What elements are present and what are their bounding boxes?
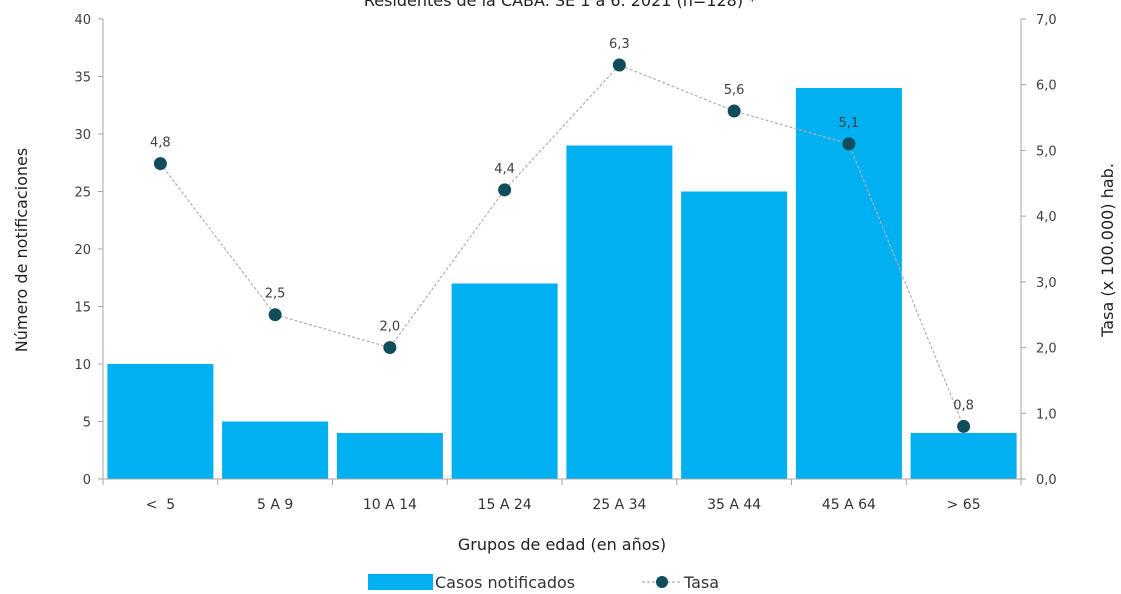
rate-data-label: 0,8 <box>953 398 974 413</box>
bar <box>451 283 558 479</box>
rate-point <box>268 308 282 322</box>
rate-point <box>842 137 856 151</box>
bar <box>795 88 902 479</box>
y-tick-label: 5 <box>83 416 91 431</box>
y-tick-label: 0 <box>83 473 91 488</box>
rate-data-label: 5,6 <box>724 83 745 98</box>
x-tick-label: 15 A 24 <box>478 497 532 513</box>
rate-data-label: 2,5 <box>265 287 286 302</box>
y-tick-label: 10 <box>74 358 91 373</box>
left-axis-ticks: 0 5 10 15 20 25 30 35 40 <box>74 13 103 488</box>
legend-swatch-casos <box>368 574 433 590</box>
x-tick-label: 5 A 9 <box>257 497 293 513</box>
rate-point <box>612 58 626 72</box>
bar-series <box>107 88 1017 479</box>
bar <box>681 191 788 479</box>
rate-point <box>383 341 397 355</box>
bar <box>910 433 1017 479</box>
rate-data-label: 6,3 <box>609 37 630 52</box>
right-axis-ticks: 0,0 1,0 2,0 3,0 4,0 5,0 6,0 7,0 <box>1021 13 1057 488</box>
category-labels: < 5 5 A 9 10 A 14 15 A 24 25 A 34 35 A 44 45 A… <box>146 497 981 513</box>
y-tick-label: 35 <box>74 71 91 86</box>
y2-tick-label: 0,0 <box>1036 473 1057 488</box>
bar <box>107 364 214 479</box>
rate-point <box>727 104 741 118</box>
y-tick-label: 30 <box>74 128 91 143</box>
bar <box>222 421 329 479</box>
y2-tick-label: 1,0 <box>1036 407 1057 422</box>
y-tick-label: 20 <box>74 243 91 258</box>
x-tick-label: 25 A 34 <box>592 497 646 513</box>
rate-line <box>159 64 965 427</box>
y2-axis-title: Tasa (x 100.000) hab. <box>1098 163 1117 338</box>
chart-title: Residentes de la CABA. SE 1 a 6. 2021 (n… <box>364 0 756 10</box>
axes <box>102 19 1022 485</box>
y2-tick-label: 2,0 <box>1036 342 1057 357</box>
x-tick-label: < 5 <box>146 497 176 513</box>
y2-tick-label: 7,0 <box>1036 13 1057 28</box>
bar <box>336 433 443 479</box>
y-axis-title: Número de notificaciones <box>12 148 31 352</box>
rate-data-label: 4,8 <box>150 136 171 151</box>
rate-data-label: 4,4 <box>494 162 515 177</box>
rate-data-label: 5,1 <box>839 116 860 131</box>
x-tick-label: 35 A 44 <box>707 497 761 513</box>
legend-label-tasa: Tasa <box>683 573 719 592</box>
y2-tick-label: 3,0 <box>1036 276 1057 291</box>
legend: Casos notificados Tasa <box>368 573 719 592</box>
y-tick-label: 15 <box>74 301 91 316</box>
x-axis-title: Grupos de edad (en años) <box>458 535 666 554</box>
x-tick-label: 45 A 64 <box>822 497 876 513</box>
legend-marker-tasa <box>656 576 668 588</box>
x-tick-label: 10 A 14 <box>363 497 417 513</box>
rate-point <box>153 157 167 171</box>
rate-line-series: 4,8 2,5 2,0 4,4 6,3 5,6 5,1 0,8 <box>150 37 974 433</box>
rate-point <box>957 419 971 433</box>
legend-label-casos: Casos notificados <box>435 573 575 592</box>
rate-point <box>498 183 512 197</box>
x-tick-label: > 65 <box>947 497 981 513</box>
y-tick-label: 25 <box>74 186 91 201</box>
y2-tick-label: 4,0 <box>1036 210 1057 225</box>
y2-tick-label: 5,0 <box>1036 144 1057 159</box>
rate-data-label: 2,0 <box>380 320 401 335</box>
y-tick-label: 40 <box>74 13 91 28</box>
bar <box>566 145 673 479</box>
y2-tick-label: 6,0 <box>1036 79 1057 94</box>
